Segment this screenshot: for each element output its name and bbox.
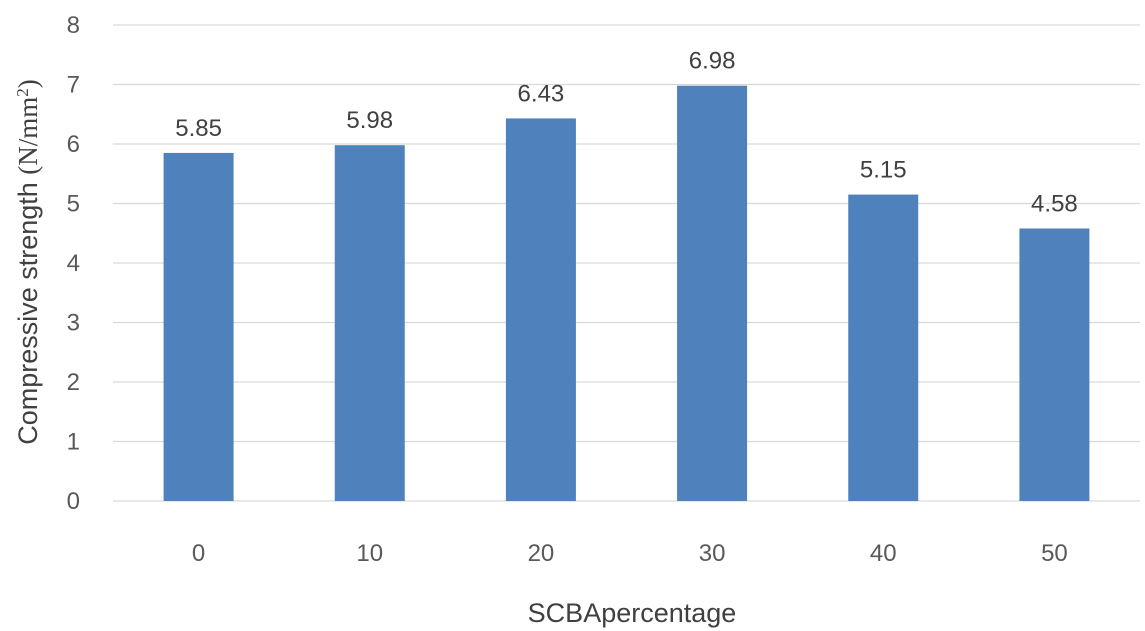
y-tick-label: 2 — [67, 369, 80, 396]
y-axis-title-unit-sup: 2 — [13, 88, 32, 97]
data-label: 6.43 — [518, 80, 565, 107]
x-tick-label: 50 — [1041, 540, 1068, 567]
bar-series — [163, 85, 1090, 502]
y-axis-title-text: Compressive strength — [13, 175, 43, 445]
x-axis-title: SCBApercentage — [528, 598, 737, 628]
bar — [677, 85, 748, 501]
data-label: 5.15 — [860, 157, 907, 184]
y-tick-label: 4 — [67, 250, 80, 277]
y-tick-label: 0 — [67, 488, 80, 515]
y-tick-label: 7 — [67, 72, 80, 99]
bar — [505, 118, 576, 501]
x-axis-ticks: 0 10 20 30 40 50 — [192, 540, 1068, 567]
x-tick-label: 0 — [192, 540, 205, 567]
y-axis-title-unit-close: ) — [13, 79, 43, 88]
data-label: 5.85 — [175, 115, 222, 142]
data-label: 6.98 — [689, 48, 736, 75]
data-labels: 5.85 5.98 6.43 6.98 5.15 4.58 — [175, 48, 1078, 218]
y-axis-ticks: 0 1 2 3 4 5 6 7 8 — [67, 12, 80, 515]
y-axis-title-unit: (N/mm — [13, 97, 43, 175]
bar — [848, 194, 919, 501]
y-tick-label: 1 — [67, 429, 80, 456]
gridlines — [113, 24, 1140, 502]
x-tick-label: 20 — [528, 540, 555, 567]
x-tick-label: 30 — [699, 540, 726, 567]
y-axis-title: Compressive strength (N/mm2) — [13, 79, 44, 445]
y-tick-label: 8 — [67, 12, 80, 39]
y-tick-label: 3 — [67, 310, 80, 337]
y-tick-label: 5 — [67, 191, 80, 218]
y-tick-label: 6 — [67, 131, 80, 158]
bar — [1019, 228, 1090, 502]
data-label: 4.58 — [1031, 190, 1078, 217]
data-label: 5.98 — [346, 107, 393, 134]
bar — [163, 152, 234, 502]
bar — [334, 145, 405, 501]
x-tick-label: 40 — [870, 540, 897, 567]
x-tick-label: 10 — [356, 540, 383, 567]
